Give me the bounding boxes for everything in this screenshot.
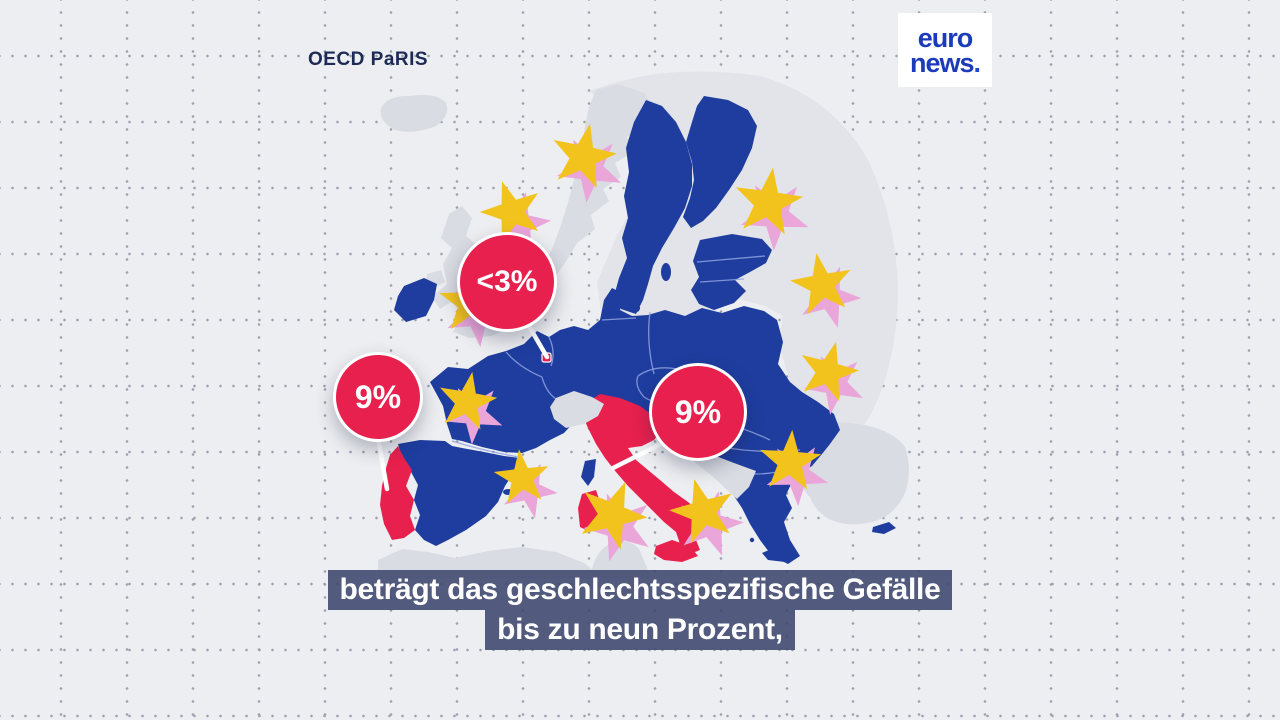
euronews-logo: euro news. [898,13,992,87]
country-portugal-highlighted [380,446,415,540]
subtitle-block: beträgt das geschlechtsspezifische Gefäl… [0,570,1280,650]
country-spain [398,440,520,546]
aegean-island [753,509,759,515]
callout-bubble-italy: 9% [649,363,747,461]
island-zealand [628,303,640,313]
callout-value: <3% [476,265,538,298]
country-switzerland [550,391,604,428]
region-tunisia [592,540,650,578]
country-sweden [614,100,692,314]
aegean-island [765,493,771,499]
island-sicily-highlighted [654,540,698,562]
logo-dot: . [973,48,981,78]
island-crete [762,548,797,562]
aegean-island [775,525,781,531]
island-gotland [661,263,671,281]
logo-line-news: news. [909,48,981,78]
subtitle-line-1: beträgt das geschlechtsspezifische Gefäl… [327,570,953,610]
country-finland [683,96,757,228]
callout-pointer-italy [610,441,664,471]
aegean-island [749,537,755,543]
logo-line-euro: euro [917,23,974,53]
callout-pointer-luxembourg [523,318,550,360]
callout-value: 9% [674,393,722,430]
island-corsica [581,459,596,486]
callout-pointers [375,318,664,492]
subtitle-line-2: bis zu neun Prozent, [485,610,795,650]
country-iceland [380,94,448,132]
source-label: OECD PaRIS [308,49,429,70]
callout-pointer-portugal [375,435,390,492]
callout-bubble-luxembourg: <3% [457,232,557,332]
region-baltic-states [691,234,772,310]
callout-value: 9% [354,378,402,415]
island-cyprus [872,522,896,534]
callout-bubble-portugal: 9% [333,352,423,442]
country-ireland [394,278,437,322]
